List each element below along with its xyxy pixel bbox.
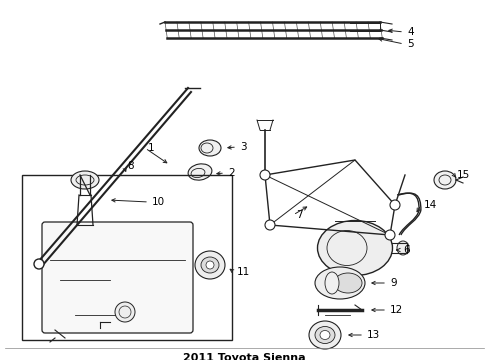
Ellipse shape [199,140,221,156]
Text: 2011 Toyota Sienna: 2011 Toyota Sienna [183,353,305,360]
Ellipse shape [314,267,364,299]
FancyBboxPatch shape [42,222,193,333]
Ellipse shape [333,273,361,293]
Circle shape [384,230,394,240]
Text: 8: 8 [127,161,133,171]
Ellipse shape [314,327,334,343]
Ellipse shape [201,257,219,273]
Ellipse shape [71,171,99,189]
Text: 5: 5 [406,39,413,49]
Circle shape [264,220,274,230]
Text: 10: 10 [152,197,165,207]
Bar [22,175,231,340]
Ellipse shape [308,321,340,349]
Text: 1: 1 [148,143,154,153]
Text: 13: 13 [366,330,380,340]
Ellipse shape [188,164,211,180]
Text: 14: 14 [423,200,436,210]
Ellipse shape [317,220,392,275]
Text: 15: 15 [456,170,469,180]
Ellipse shape [396,241,408,255]
Text: 12: 12 [389,305,403,315]
Circle shape [34,259,44,269]
Text: 11: 11 [237,267,250,277]
Text: 6: 6 [402,245,409,255]
Ellipse shape [319,330,329,339]
Text: 2: 2 [227,168,234,178]
Ellipse shape [325,272,338,294]
Text: 4: 4 [406,27,413,37]
Ellipse shape [433,171,455,189]
Text: 7: 7 [295,210,302,220]
Text: 9: 9 [389,278,396,288]
Text: 3: 3 [240,142,246,152]
Circle shape [115,302,135,322]
Ellipse shape [205,261,214,269]
Circle shape [389,200,399,210]
Circle shape [260,170,269,180]
Ellipse shape [195,251,224,279]
